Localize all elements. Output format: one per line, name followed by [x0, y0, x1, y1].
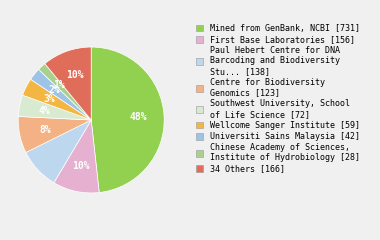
Wedge shape	[54, 120, 99, 193]
Text: 3%: 3%	[43, 94, 55, 103]
Text: 1%: 1%	[53, 80, 65, 90]
Text: 4%: 4%	[39, 106, 51, 116]
Wedge shape	[31, 69, 91, 120]
Wedge shape	[22, 79, 91, 120]
Wedge shape	[45, 47, 91, 120]
Text: 8%: 8%	[39, 125, 51, 135]
Wedge shape	[39, 64, 91, 120]
Text: 2%: 2%	[48, 85, 60, 95]
Text: 10%: 10%	[66, 70, 84, 80]
Wedge shape	[18, 95, 91, 120]
Text: 10%: 10%	[72, 161, 90, 171]
Wedge shape	[91, 47, 164, 192]
Wedge shape	[26, 120, 91, 183]
Text: 48%: 48%	[130, 112, 147, 122]
Legend: Mined from GenBank, NCBI [731], First Base Laboratories [156], Paul Hebert Centr: Mined from GenBank, NCBI [731], First Ba…	[196, 24, 360, 174]
Wedge shape	[18, 116, 91, 152]
